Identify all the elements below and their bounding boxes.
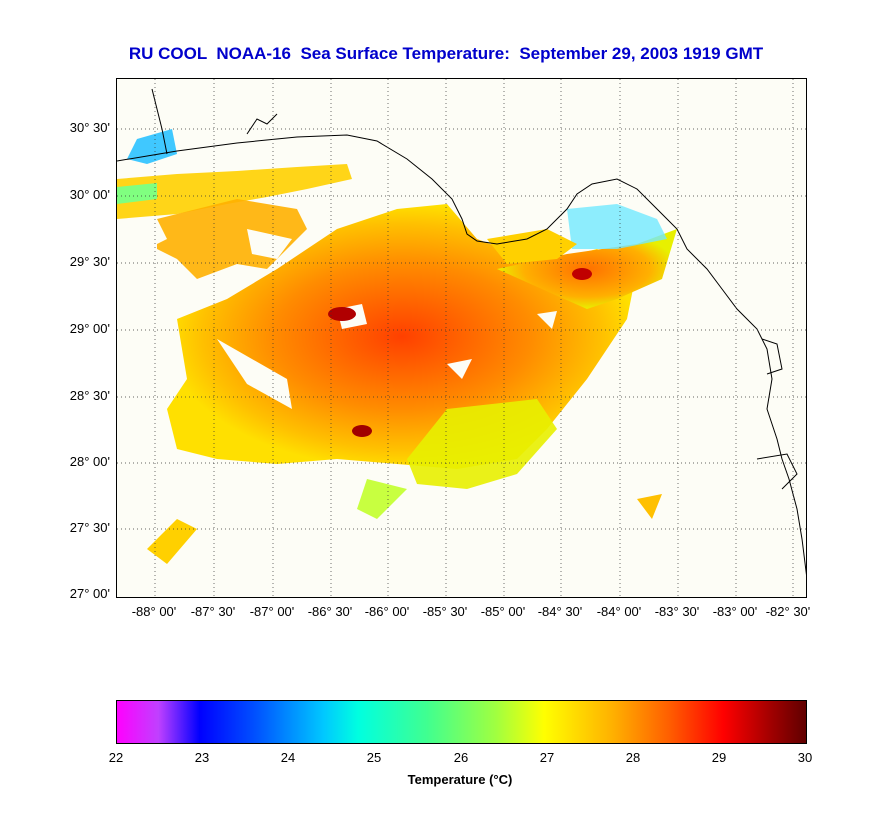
lon-label-84-00: -84° 00' (596, 604, 642, 619)
colorbar-tick-30: 30 (797, 750, 813, 765)
lon-label-83-00: -83° 00' (712, 604, 758, 619)
lon-label-87-00: -87° 00' (249, 604, 295, 619)
sst-data-field (117, 129, 677, 564)
lat-label-30-30: 30° 30' (69, 120, 110, 135)
map-title: RU COOL NOAA-16 Sea Surface Temperature:… (128, 44, 764, 63)
lat-label-28-00: 28° 00' (69, 454, 110, 469)
lon-label-84-30: -84° 30' (537, 604, 583, 619)
lat-label-28-30: 28° 30' (69, 388, 110, 403)
lat-label-27-30: 27° 30' (69, 520, 110, 535)
lon-label-85-00: -85° 00' (480, 604, 526, 619)
lat-label-30-00: 30° 00' (69, 187, 110, 202)
lat-label-29-30: 29° 30' (69, 254, 110, 269)
lon-label-83-30: -83° 30' (654, 604, 700, 619)
graticule (117, 79, 806, 597)
sst-map (116, 78, 807, 598)
lon-label-85-30: -85° 30' (422, 604, 468, 619)
colorbar-tick-25: 25 (366, 750, 382, 765)
lat-label-29-00: 29° 00' (69, 321, 110, 336)
colorbar-tick-27: 27 (539, 750, 555, 765)
colorbar-tick-22: 22 (108, 750, 124, 765)
colorbar-tick-26: 26 (453, 750, 469, 765)
colorbar-label: Temperature (°C) (407, 772, 513, 787)
lon-label-86-30: -86° 30' (307, 604, 353, 619)
lat-label-27-00: 27° 00' (69, 586, 110, 601)
temperature-colorbar (116, 700, 807, 744)
lon-label-87-30: -87° 30' (190, 604, 236, 619)
colorbar-tick-23: 23 (194, 750, 210, 765)
lon-label-88-00: -88° 00' (131, 604, 177, 619)
colorbar-tick-29: 29 (711, 750, 727, 765)
lon-label-82-30: -82° 30' (765, 604, 811, 619)
colorbar-tick-24: 24 (280, 750, 296, 765)
colorbar-tick-28: 28 (625, 750, 641, 765)
coastline (117, 88, 806, 576)
lon-label-86-00: -86° 00' (364, 604, 410, 619)
sst-map-graphic (117, 79, 806, 597)
